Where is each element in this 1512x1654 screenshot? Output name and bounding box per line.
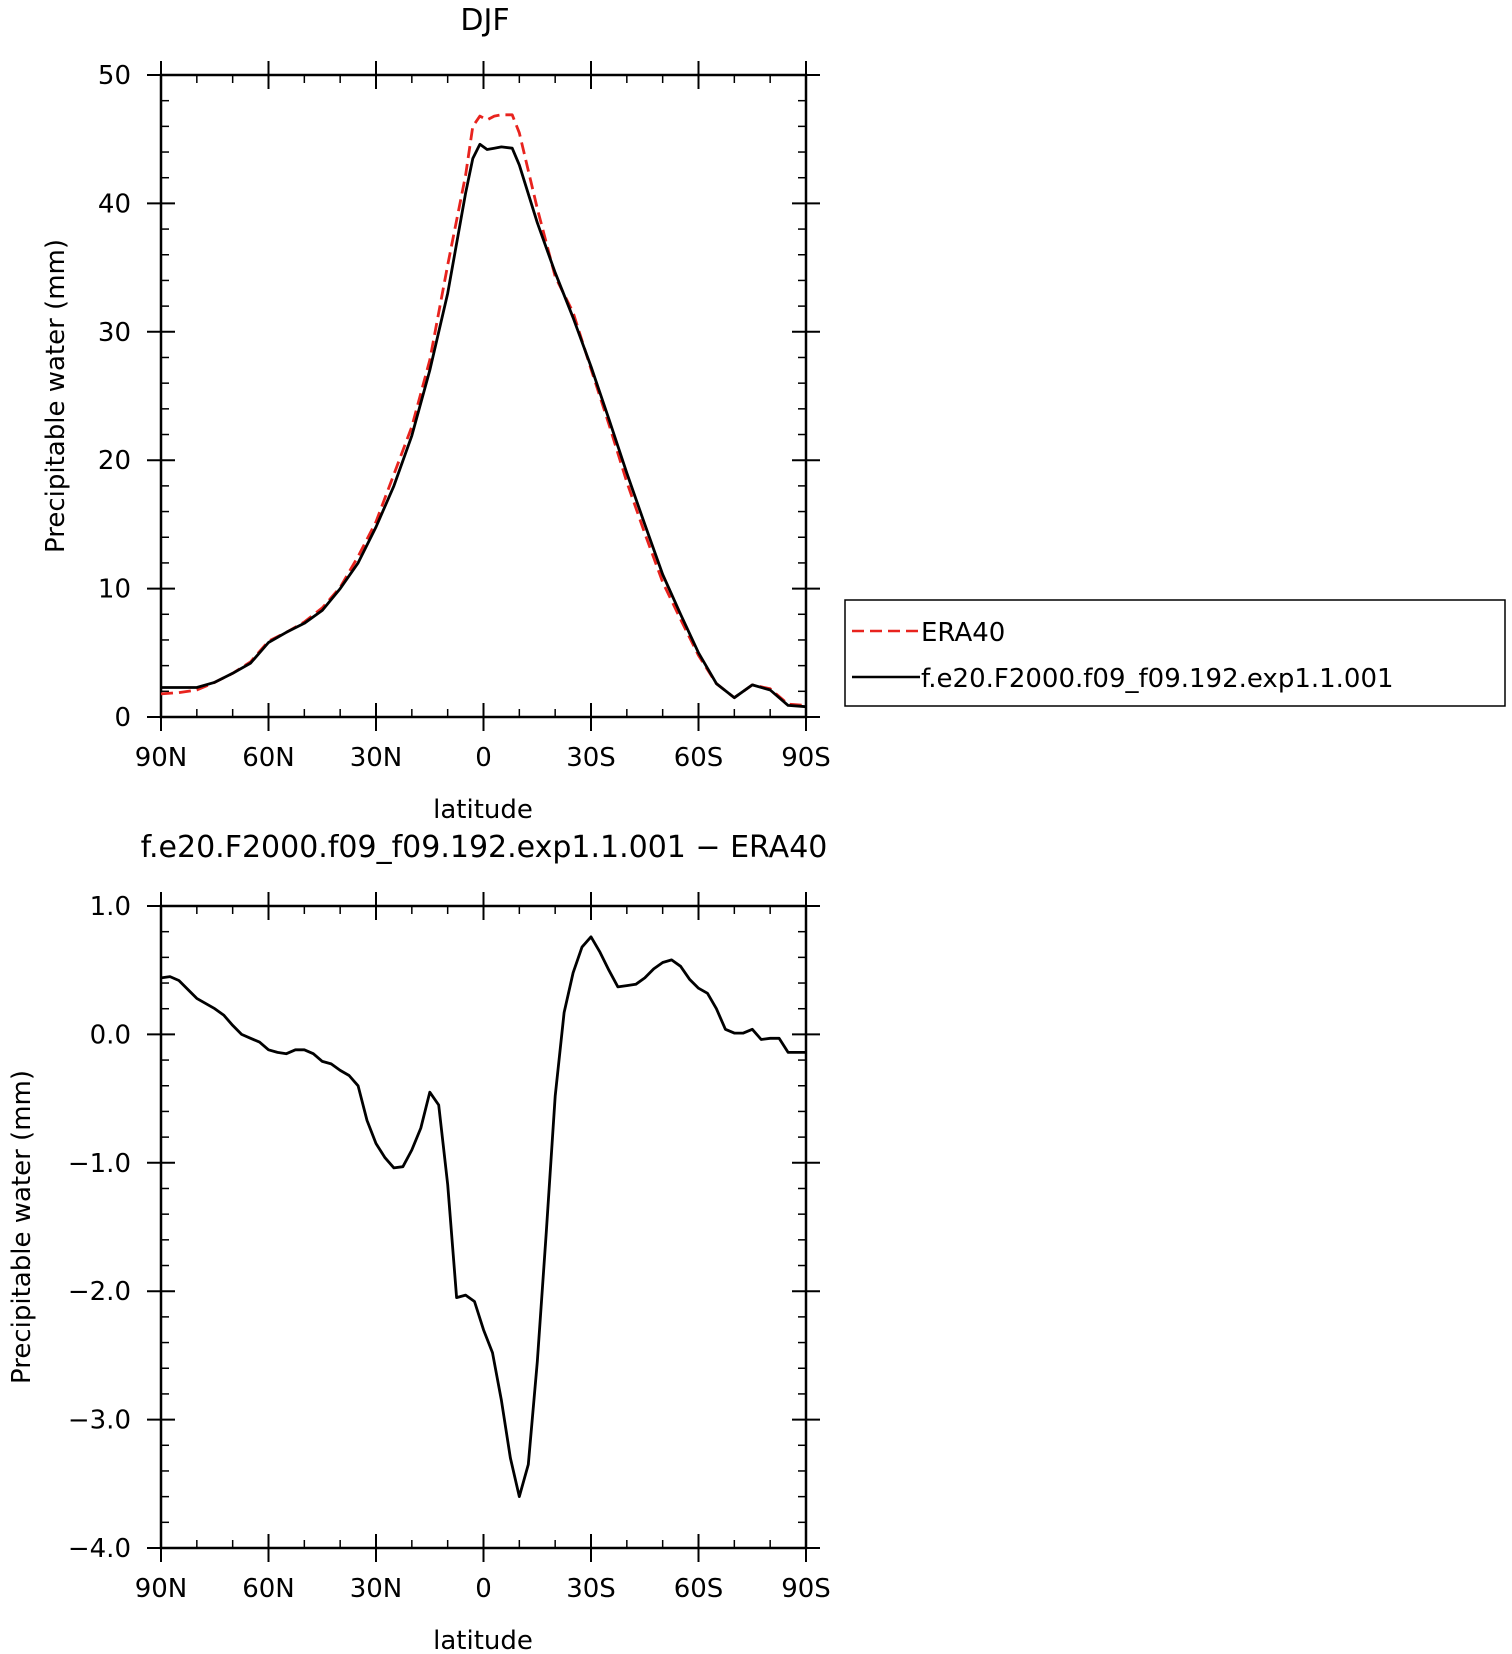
y-tick-label: 20 [98, 446, 131, 476]
bottom-plot-border [159, 904, 808, 1550]
bottom-panel: f.e20.F2000.f09_f09.192.exp1.1.001 − ERA… [7, 830, 831, 1654]
bottom-y-tick-labels: −4.0 −3.0 −2.0 −1.0 0.0 1.0 [68, 892, 131, 1564]
legend-label-model: f.e20.F2000.f09_f09.192.exp1.1.001 [921, 664, 1394, 694]
x-tick-label: 60N [242, 1574, 295, 1604]
bottom-y-axis-label: Precipitable water (mm) [7, 1070, 37, 1384]
x-tick-label: 60N [242, 743, 295, 773]
x-tick-label: 30S [566, 743, 616, 773]
bottom-x-tick-labels: 90N 60N 30N 0 30S 60S 90S [135, 1574, 831, 1604]
legend-box [844, 599, 1506, 707]
y-tick-label: 10 [98, 575, 131, 605]
legend: ERA40 f.e20.F2000.f09_f09.192.exp1.1.001 [844, 599, 1506, 707]
x-tick-label: 0 [475, 743, 492, 773]
top-panel: DJF 0 10 20 30 40 50 90N 60N 30N 0 30S 60S 90S lati… [41, 3, 1506, 825]
y-tick-label: 30 [98, 318, 131, 348]
difference-series-line [160, 935, 806, 1498]
x-tick-label: 90N [135, 743, 188, 773]
x-tick-label: 60S [674, 1574, 724, 1604]
y-tick-label: 0.0 [90, 1020, 131, 1050]
top-ticks [147, 61, 820, 731]
top-series [160, 113, 807, 709]
y-tick-label: 50 [98, 61, 131, 91]
x-tick-label: 90N [135, 1574, 188, 1604]
x-tick-label: 30N [350, 743, 403, 773]
top-chart-title: DJF [460, 3, 509, 38]
bottom-ticks [147, 892, 820, 1562]
model-series-line [161, 142, 807, 709]
top-y-tick-labels: 0 10 20 30 40 50 [98, 61, 131, 733]
top-y-axis-label: Precipitable water (mm) [41, 239, 71, 553]
bottom-plot-frame [159, 904, 808, 1550]
x-tick-label: 0 [475, 1574, 492, 1604]
y-tick-label: 40 [98, 189, 131, 219]
x-tick-label: 60S [674, 743, 724, 773]
top-plot-frame [159, 73, 808, 719]
y-tick-label: −4.0 [68, 1534, 131, 1564]
y-tick-label: −1.0 [68, 1149, 131, 1179]
bottom-chart-title: f.e20.F2000.f09_f09.192.exp1.1.001 − ERA… [141, 830, 828, 865]
y-tick-label: −2.0 [68, 1277, 131, 1307]
y-tick-label: −3.0 [68, 1406, 131, 1436]
x-tick-label: 30S [566, 1574, 616, 1604]
x-tick-label: 30N [350, 1574, 403, 1604]
bottom-x-axis-label: latitude [433, 1626, 533, 1654]
y-tick-label: 1.0 [90, 892, 131, 922]
x-tick-label: 90S [781, 1574, 831, 1604]
era40-series-line [160, 113, 807, 707]
top-x-tick-labels: 90N 60N 30N 0 30S 60S 90S [135, 743, 831, 773]
y-tick-label: 0 [114, 703, 131, 733]
x-tick-label: 90S [781, 743, 831, 773]
top-plot-border [159, 73, 808, 719]
top-x-axis-label: latitude [433, 795, 533, 825]
bottom-series [160, 935, 806, 1498]
legend-label-era40: ERA40 [921, 618, 1005, 648]
